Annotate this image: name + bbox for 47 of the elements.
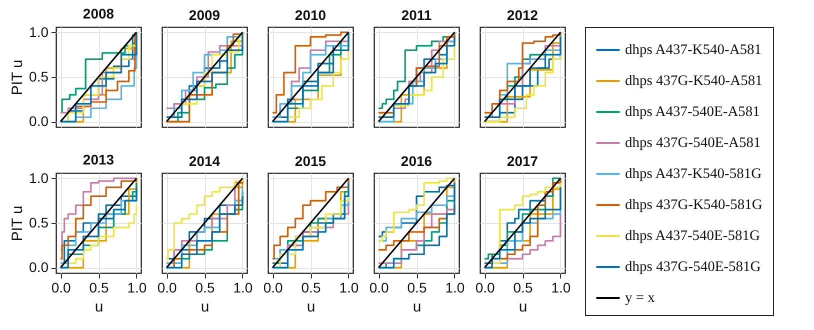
x-tick-label: 0.0 xyxy=(51,280,71,296)
y-tick-label: 0.0 xyxy=(29,113,49,130)
legend-label: dhps 437G-540E-581G xyxy=(625,259,762,275)
y-tick-label: 0.5 xyxy=(29,68,49,84)
chart-title: 2011 xyxy=(401,7,432,23)
legend-label: dhps A437-K540-A581 xyxy=(625,42,762,58)
legend-label: dhps 437G-540E-A581 xyxy=(625,135,761,151)
x-axis-title: u xyxy=(518,298,528,316)
chart-title: 2012 xyxy=(506,7,538,23)
x-tick-label: 1.0 xyxy=(233,280,253,296)
legend-label: dhps 437G-K540-581G xyxy=(625,197,763,213)
y-tick-label: 0.5 xyxy=(29,214,49,230)
x-tick-label: 1.0 xyxy=(339,280,359,296)
legend-label: dhps A437-K540-581G xyxy=(625,166,762,182)
chart-title: 2015 xyxy=(294,153,326,169)
chart-title: 2014 xyxy=(188,153,220,169)
x-tick-label: 1.0 xyxy=(127,280,147,296)
chart-title: 2010 xyxy=(294,7,326,23)
x-axis-title: u xyxy=(200,298,210,316)
x-tick-label: 0.5 xyxy=(301,280,321,296)
legend-label: dhps A437-540E-A581 xyxy=(625,104,760,120)
y-axis-title: PIT u xyxy=(9,206,26,242)
y-axis-title: PIT u xyxy=(9,60,26,96)
chart-title: 2009 xyxy=(188,7,220,23)
x-tick-label: 0.0 xyxy=(157,280,177,296)
x-tick-label: 0.5 xyxy=(195,280,215,296)
legend-label: dhps A437-540E-581G xyxy=(625,228,760,244)
y-tick-label: 1.0 xyxy=(29,170,49,186)
legend-label: dhps 437G-K540-A581 xyxy=(625,73,762,89)
x-tick-label: 0.5 xyxy=(89,280,109,296)
x-axis-title: u xyxy=(306,298,316,316)
x-tick-label: 1.0 xyxy=(445,280,465,296)
legend-label: y = x xyxy=(625,290,656,306)
x-axis-title: u xyxy=(412,298,422,316)
chart-title: 2016 xyxy=(400,153,432,169)
chart-title: 2013 xyxy=(82,151,114,168)
x-tick-label: 0.5 xyxy=(513,280,533,296)
x-tick-label: 0.5 xyxy=(407,280,427,296)
x-axis-title: u xyxy=(94,298,104,316)
chart-title: 2017 xyxy=(506,153,538,169)
x-tick-label: 0.0 xyxy=(475,280,495,296)
y-tick-label: 0.0 xyxy=(29,259,49,276)
chart-title: 2008 xyxy=(82,5,114,22)
x-tick-label: 0.0 xyxy=(263,280,283,296)
y-tick-label: 1.0 xyxy=(29,24,49,40)
x-tick-label: 0.0 xyxy=(369,280,389,296)
x-tick-label: 1.0 xyxy=(551,280,571,296)
